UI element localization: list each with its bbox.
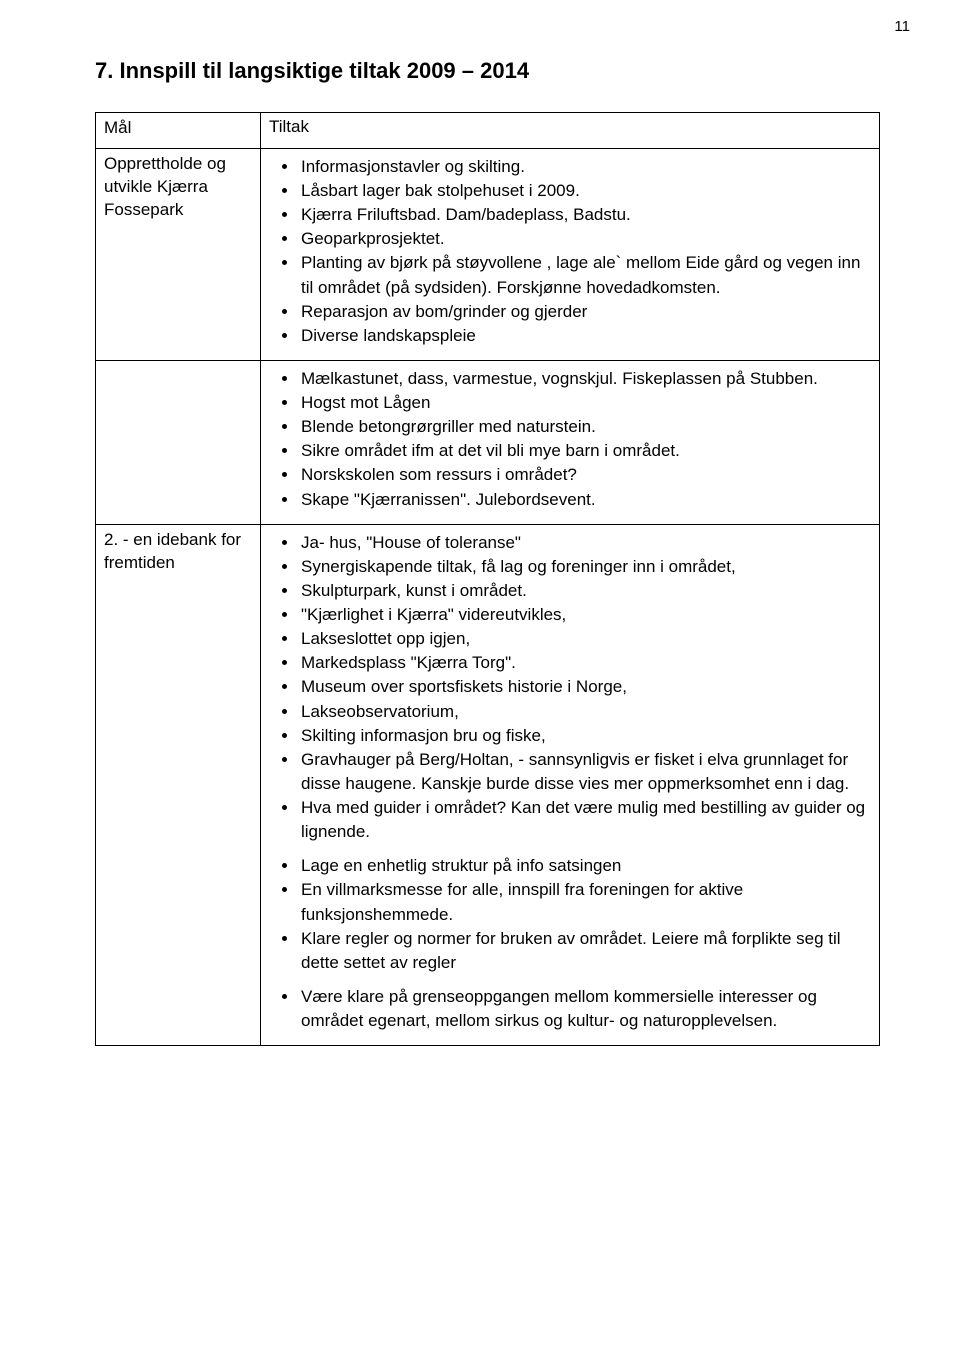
document-page: 11 7. Innspill til langsiktige tiltak 20… [0,0,960,1106]
column-header-mal: Mål [96,113,261,149]
list-item: Kjærra Friluftsbad. Dam/badeplass, Badst… [299,203,871,227]
list-item: "Kjærlighet i Kjærra" videreutvikles, [299,603,871,627]
list-item: En villmarksmesse for alle, innspill fra… [299,878,871,926]
list-item: Lakseobservatorium, [299,700,871,724]
section-heading: 7. Innspill til langsiktige tiltak 2009 … [95,58,880,84]
row-label: Opprettholde og utvikle Kjærra Fossepark [96,148,261,360]
list-item: Sikre området ifm at det vil bli mye bar… [299,439,871,463]
list-item: Norskskolen som ressurs i området? [299,463,871,487]
list-item: Gravhauger på Berg/Holtan, - sannsynligv… [299,748,871,796]
list-item: Museum over sportsfiskets historie i Nor… [299,675,871,699]
list-item: Informasjonstavler og skilting. [299,155,871,179]
list-item: Skilting informasjon bru og fiske, [299,724,871,748]
list-item: Mælkastunet, dass, varmestue, vognskjul.… [299,367,871,391]
list-item: Lakseslottet opp igjen, [299,627,871,651]
list-item: Hva med guider i området? Kan det være m… [299,796,871,844]
list-item: Skape "Kjærranissen". Julebordsevent. [299,488,871,512]
list-item: Geoparkprosjektet. [299,227,871,251]
list-item: Lage en enhetlig struktur på info satsin… [299,854,871,878]
list-item: Blende betongrørgriller med naturstein. [299,415,871,439]
row-content: Informasjonstavler og skilting.Låsbart l… [261,148,880,360]
list-item: Ja- hus, "House of toleranse" [299,531,871,555]
row-content: Ja- hus, "House of toleranse"Synergiskap… [261,524,880,1046]
list-item: Hogst mot Lågen [299,391,871,415]
list-item: Låsbart lager bak stolpehuset i 2009. [299,179,871,203]
tiltak-table: MålTiltakOpprettholde og utvikle Kjærra … [95,112,880,1046]
row-content: Mælkastunet, dass, varmestue, vognskjul.… [261,360,880,524]
row-label [96,360,261,524]
list-item: Planting av bjørk på støyvollene , lage … [299,251,871,299]
list-item: Skulpturpark, kunst i området. [299,579,871,603]
list-item: Være klare på grenseoppgangen mellom kom… [299,985,871,1033]
row-label: 2. - en idebank for fremtiden [96,524,261,1046]
list-item: Reparasjon av bom/grinder og gjerder [299,300,871,324]
column-header-tiltak: Tiltak [261,113,880,149]
list-item: Diverse landskapspleie [299,324,871,348]
list-item: Markedsplass "Kjærra Torg". [299,651,871,675]
page-number: 11 [894,18,910,35]
list-item: Synergiskapende tiltak, få lag og foreni… [299,555,871,579]
list-item: Klare regler og normer for bruken av omr… [299,927,871,975]
